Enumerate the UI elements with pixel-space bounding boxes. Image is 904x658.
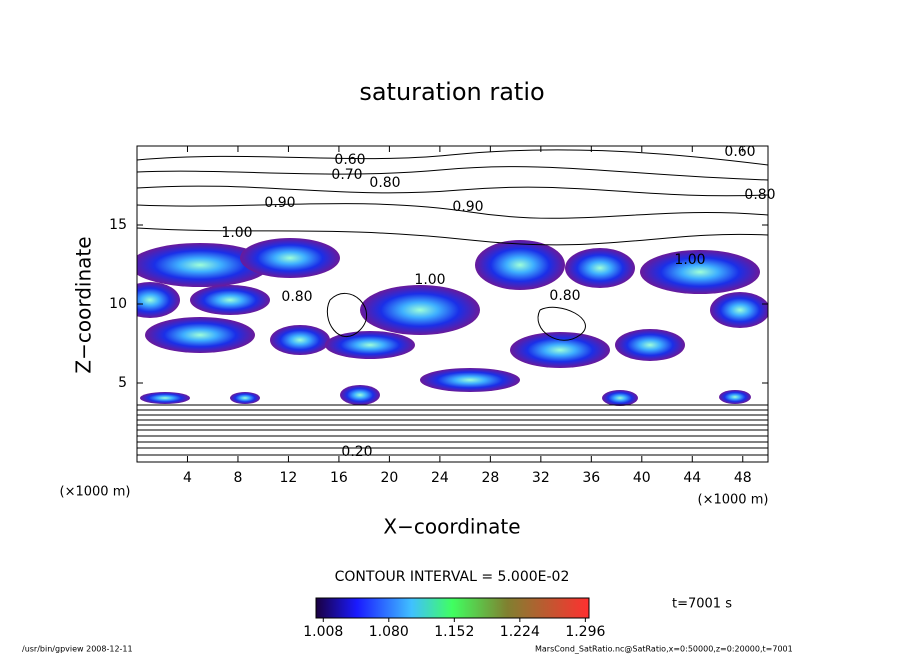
x-tick-label: 28 xyxy=(481,470,499,486)
x-tick-label: 32 xyxy=(532,470,550,486)
contour-label: 1.00 xyxy=(221,225,252,241)
contour-label: 0.60 xyxy=(724,144,755,160)
x-unit: (×1000 m) xyxy=(60,485,131,500)
x-tick-label: 4 xyxy=(183,470,192,486)
y-axis-label: Z−coordinate xyxy=(72,236,96,373)
colorbar-tick-label: 1.080 xyxy=(369,624,409,640)
contour-label: 1.00 xyxy=(674,252,705,268)
chart-title: saturation ratio xyxy=(359,78,544,106)
x-tick-label: 40 xyxy=(633,470,651,486)
x-tick-label: 44 xyxy=(683,470,701,486)
contour-label: 0.80 xyxy=(744,187,775,203)
x-axis-label: X−coordinate xyxy=(383,515,520,539)
footer-left: /usr/bin/gpview 2008-12-11 xyxy=(22,645,133,654)
colorbar-tick-label: 1.152 xyxy=(434,624,474,640)
contour-label: 0.90 xyxy=(264,195,295,211)
x-unit: (×1000 m) xyxy=(698,493,769,508)
x-tick-label: 24 xyxy=(431,470,449,486)
contour-label: 0.60 xyxy=(334,152,365,168)
colorbar-tick-label: 1.224 xyxy=(500,624,540,640)
colorbar-tick-label: 1.008 xyxy=(303,624,343,640)
y-tick-label: 10 xyxy=(109,296,127,312)
x-tick-label: 16 xyxy=(330,470,348,486)
footer-right: MarsCond_SatRatio.nc@SatRatio,x=0:50000,… xyxy=(535,645,793,654)
colorbar xyxy=(315,597,590,619)
colorbar-tick-label: 1.296 xyxy=(565,624,605,640)
contour-label: 0.80 xyxy=(369,175,400,191)
x-tick-label: 48 xyxy=(734,470,752,486)
y-tick-label: 5 xyxy=(118,375,127,391)
x-tick-label: 8 xyxy=(233,470,242,486)
contour-label: 0.80 xyxy=(281,289,312,305)
contour-label: 0.80 xyxy=(549,288,580,304)
x-tick-label: 20 xyxy=(380,470,398,486)
contour-lines xyxy=(137,149,768,456)
field xyxy=(137,238,768,406)
x-tick-label: 36 xyxy=(582,470,600,486)
contour-label: 0.90 xyxy=(452,199,483,215)
time-label: t=7001 s xyxy=(672,597,732,612)
x-tick-label: 12 xyxy=(280,470,298,486)
contour-interval: CONTOUR INTERVAL = 5.000E-02 xyxy=(335,569,570,585)
contour-label: 1.00 xyxy=(414,272,445,288)
contour-label: 0.20 xyxy=(341,444,372,460)
contour-label: 0.70 xyxy=(331,167,362,183)
y-tick-label: 15 xyxy=(109,217,127,233)
